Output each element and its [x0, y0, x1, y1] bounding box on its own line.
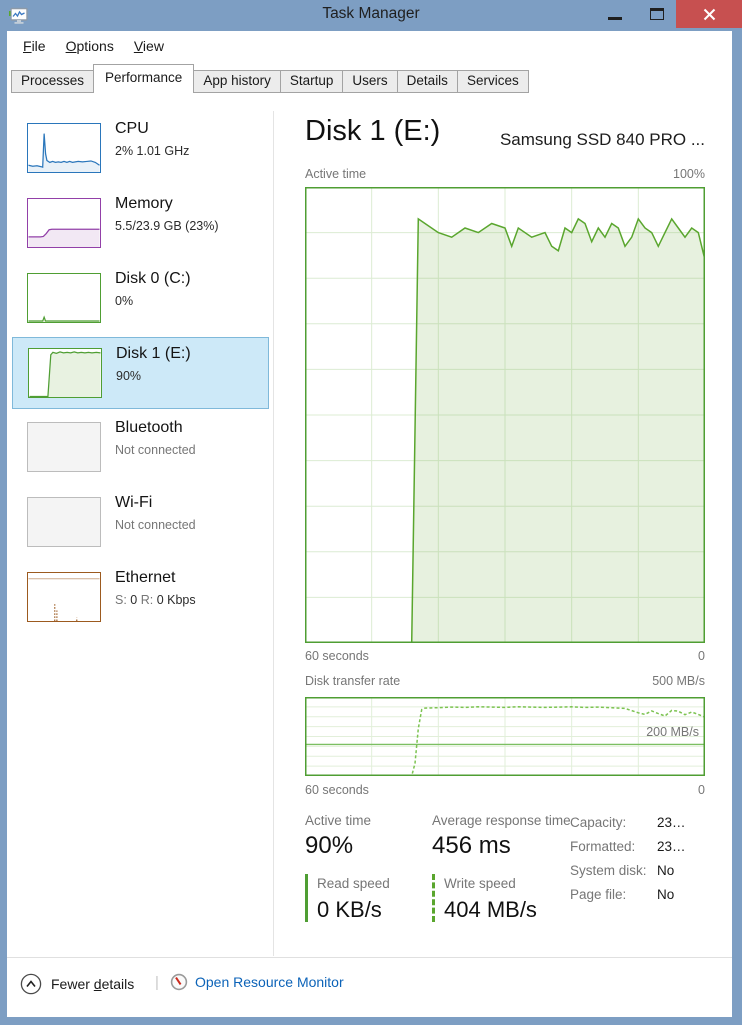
sidebar-item-subtitle: 0%: [115, 294, 134, 308]
fewer-details-button[interactable]: Fewer details: [20, 973, 134, 995]
window-title: Task Manager: [322, 5, 420, 22]
sidebar-item-wifi[interactable]: Wi-Fi Not connected: [12, 487, 269, 559]
app-icon: [9, 7, 28, 24]
capacity-label: Capacity:: [570, 815, 627, 830]
sidebar-item-subtitle: S: 0 R: 0 Kbps: [115, 593, 196, 607]
menu-bar: File Options View: [7, 31, 732, 61]
fewer-details-label: Fewer details: [51, 976, 135, 992]
chart2-marker-label: 200 MB/s: [646, 725, 699, 739]
chart1-x-left: 60 seconds: [305, 649, 369, 663]
sidebar-divider: [273, 111, 274, 956]
cpu-mini-chart: [27, 123, 101, 173]
capacity-value: 23…: [657, 815, 686, 830]
sidebar-item-memory[interactable]: Memory 5.5/23.9 GB (23%): [12, 188, 269, 260]
maximize-icon: [650, 8, 664, 20]
sidebar-item-disk1[interactable]: Disk 1 (E:) 90%: [12, 337, 269, 409]
chart2-x-left: 60 seconds: [305, 783, 369, 797]
disk0-mini-chart: [27, 273, 101, 323]
menu-options[interactable]: Options: [65, 38, 114, 54]
page-file-label: Page file:: [570, 887, 627, 902]
sidebar-item-cpu[interactable]: CPU 2% 1.01 GHz: [12, 113, 269, 185]
read-speed-bar: [305, 874, 308, 922]
sidebar-item-subtitle: 90%: [116, 369, 142, 383]
transfer-rate-chart: [305, 697, 705, 776]
sidebar-item-title: Memory: [115, 195, 173, 212]
disk1-mini-chart: [28, 348, 102, 398]
tab-app-history[interactable]: App history: [193, 70, 281, 93]
active-time-stat-value: 90%: [305, 832, 354, 859]
chart2-max-label: 500 MB/s: [652, 674, 705, 688]
client-area: File Options View Processes Performance …: [7, 31, 732, 1017]
sidebar-item-disk0[interactable]: Disk 0 (C:) 0%: [12, 263, 269, 335]
active-time-stat-label: Active time: [305, 813, 372, 828]
sidebar-item-subtitle: Not connected: [115, 518, 196, 532]
open-resource-monitor-label: Open Resource Monitor: [195, 974, 344, 990]
read-speed-value: 0 KB/s: [317, 897, 382, 922]
close-button[interactable]: [676, 0, 742, 28]
chart1-label: Active time: [305, 167, 367, 181]
tab-performance[interactable]: Performance: [93, 64, 195, 93]
maximize-button[interactable]: [638, 0, 676, 28]
title-bar: Task Manager: [0, 0, 742, 31]
chart2-label: Disk transfer rate: [305, 674, 401, 688]
device-name: Samsung SSD 840 PRO ...: [499, 130, 705, 149]
chart2-x-right: 0: [698, 783, 705, 797]
chart1-x-right: 0: [698, 649, 705, 663]
avg-response-stat-label: Average response time: [432, 813, 571, 828]
page-file-value: No: [657, 887, 675, 902]
sidebar-item-title: Bluetooth: [115, 419, 183, 436]
menu-view[interactable]: View: [133, 38, 164, 54]
write-speed-value: 404 MB/s: [444, 897, 537, 922]
write-speed-bar: [432, 874, 435, 922]
formatted-value: 23…: [657, 839, 686, 854]
active-time-chart: [305, 187, 705, 643]
menu-file[interactable]: File: [23, 38, 46, 54]
sidebar-item-title: CPU: [115, 120, 149, 137]
tab-startup[interactable]: Startup: [279, 70, 344, 93]
bluetooth-mini-chart: [27, 422, 101, 472]
sidebar-item-title: Ethernet: [115, 569, 176, 586]
system-disk-value: No: [657, 863, 675, 878]
tab-processes[interactable]: Processes: [11, 70, 95, 93]
footer-divider: [7, 957, 732, 958]
open-resource-monitor-link[interactable]: Open Resource Monitor: [170, 973, 344, 991]
page-title: Disk 1 (E:): [305, 115, 441, 147]
sidebar-item-subtitle: 5.5/23.9 GB (23%): [115, 219, 219, 233]
footer-separator: |: [155, 974, 159, 991]
minimize-icon: [608, 16, 622, 20]
tab-bar: Processes Performance App history Startu…: [11, 63, 732, 93]
close-icon: [703, 8, 715, 20]
sidebar-item-title: Wi-Fi: [115, 494, 153, 511]
sidebar-item-title: Disk 0 (C:): [115, 270, 191, 287]
tab-services[interactable]: Services: [456, 70, 529, 93]
tab-users[interactable]: Users: [342, 70, 398, 93]
minimize-button[interactable]: [592, 0, 638, 28]
read-speed-label: Read speed: [317, 876, 390, 891]
ethernet-mini-chart: [27, 572, 101, 622]
formatted-label: Formatted:: [570, 839, 636, 854]
wifi-mini-chart: [27, 497, 101, 547]
tab-details[interactable]: Details: [396, 70, 458, 93]
resource-monitor-icon: [170, 973, 188, 991]
sidebar-item-title: Disk 1 (E:): [116, 345, 191, 362]
chevron-up-icon: [20, 973, 42, 995]
sidebar-item-subtitle: Not connected: [115, 443, 196, 457]
sidebar-item-ethernet[interactable]: Ethernet S: 0 R: 0 Kbps: [12, 562, 269, 634]
write-speed-label: Write speed: [444, 876, 516, 891]
memory-mini-chart: [27, 198, 101, 248]
sidebar-item-bluetooth[interactable]: Bluetooth Not connected: [12, 412, 269, 484]
chart1-max-label: 100%: [673, 167, 705, 181]
footer-bar: Fewer details | Open Resource Monitor: [7, 958, 732, 1017]
sidebar-item-subtitle: 2% 1.01 GHz: [115, 144, 190, 158]
avg-response-stat-value: 456 ms: [432, 832, 511, 859]
system-disk-label: System disk:: [570, 863, 647, 878]
